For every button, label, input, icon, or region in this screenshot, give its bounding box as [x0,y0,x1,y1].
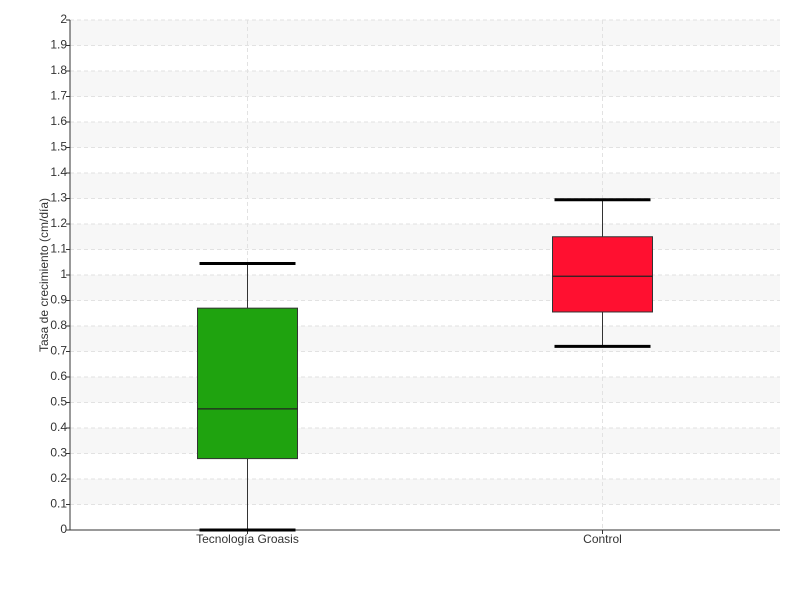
y-tick-label: 1 [60,267,67,281]
grid-band [70,122,780,148]
y-tick-label: 1.3 [50,191,67,205]
y-tick-label: 1.9 [50,38,67,52]
y-tick-label: 0.5 [50,395,67,409]
x-tick-label: Tecnología Groasis [196,532,299,546]
y-tick-label: 0.3 [50,446,67,460]
grid-band [70,275,780,301]
y-tick-label: 1.7 [50,89,67,103]
grid-band [70,479,780,505]
y-tick-label: 2 [60,12,67,26]
grid-band [70,377,780,403]
y-tick-label: 0 [60,522,67,536]
y-tick-label: 0.9 [50,293,67,307]
grid-band [70,428,780,454]
grid-band [70,326,780,352]
y-tick-label: 1.2 [50,216,67,230]
y-tick-label: 1.1 [50,242,67,256]
y-tick-label: 0.6 [50,369,67,383]
y-axis-label: Tasa de crecimiento (cm/día) [37,198,51,352]
grid-band [70,20,780,46]
y-tick-label: 1.6 [50,114,67,128]
y-tick-label: 0.4 [50,420,67,434]
y-tick-label: 1.8 [50,63,67,77]
y-tick-label: 0.7 [50,344,67,358]
grid-band [70,71,780,97]
box [552,236,653,313]
grid-band [70,173,780,199]
grid-band [70,224,780,250]
y-tick-label: 1.5 [50,140,67,154]
y-tick-label: 0.8 [50,318,67,332]
y-tick-label: 0.1 [50,497,67,511]
y-tick-label: 0.2 [50,471,67,485]
x-tick-label: Control [583,532,622,546]
box [197,307,298,460]
y-tick-label: 1.4 [50,165,67,179]
